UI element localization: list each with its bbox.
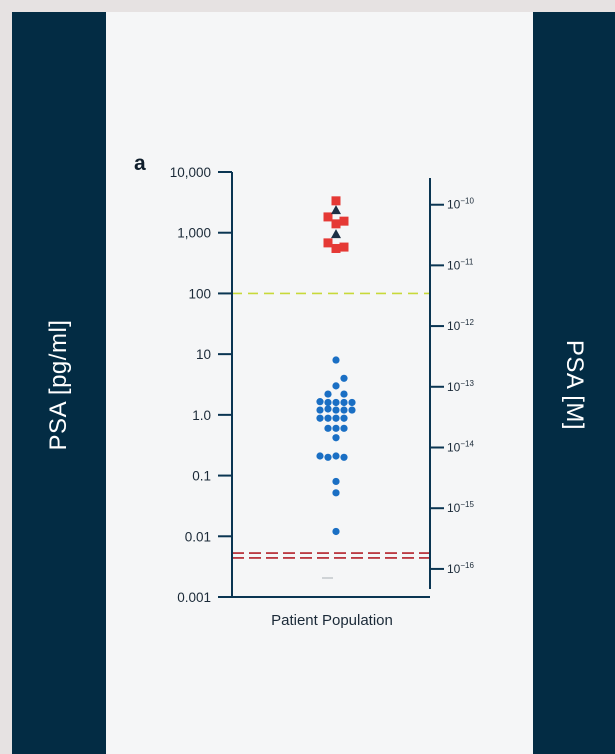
y2-tick-label: 10−15 (447, 500, 474, 515)
data-point-circle (348, 398, 356, 407)
data-point-circle (332, 452, 340, 460)
data-point-circle (332, 434, 340, 442)
y-tick-label: 10,000 (170, 165, 211, 180)
data-point-circle (332, 414, 340, 422)
y2-tick-label: 10−12 (447, 318, 474, 333)
data-point-circle (324, 414, 332, 422)
data-point-square (339, 216, 349, 226)
data-point-triangle (331, 205, 341, 215)
data-point-circle (340, 424, 348, 432)
data-point-circle (332, 382, 340, 390)
data-point-square (323, 212, 333, 222)
data-point-circle (332, 406, 340, 414)
y2-tick-label: 10−16 (447, 561, 474, 576)
data-point-square (331, 196, 341, 206)
data-point-circle (332, 527, 340, 536)
data-point-square (323, 238, 333, 248)
data-point-square (339, 242, 349, 252)
y-tick-label: 10 (196, 347, 211, 362)
y-tick-label: 100 (188, 286, 211, 301)
data-point-circle (332, 398, 340, 407)
data-point-circle (324, 424, 332, 432)
data-point-circle (340, 414, 348, 422)
data-point-circle (324, 453, 332, 461)
y-tick-label: 0.1 (192, 469, 211, 484)
y-tick-label: 1,000 (177, 226, 211, 241)
data-point-circle (316, 452, 324, 460)
y2-tick-label: 10−14 (447, 439, 474, 454)
data-point-circle (340, 390, 348, 398)
data-point-circle (316, 398, 324, 406)
y-tick-label: 0.01 (185, 529, 211, 544)
data-point-circle (340, 398, 348, 407)
data-point-circle (332, 477, 340, 486)
data-point-circle (348, 406, 356, 414)
data-point-circle (316, 414, 324, 422)
y2-tick-label: 10−10 (447, 197, 474, 212)
data-point-circle (324, 398, 332, 407)
x-axis-label: Patient Population (271, 612, 393, 629)
data-point-circle (332, 489, 340, 497)
y2-tick-label: 10−13 (447, 379, 474, 394)
data-point-circle (340, 374, 348, 382)
panel-label: a (134, 152, 146, 175)
right-dark-panel (533, 12, 615, 754)
data-point-circle (324, 405, 332, 413)
y-tick-label: 1.0 (192, 408, 211, 423)
data-point-circle (332, 424, 340, 432)
left-dark-panel (12, 12, 106, 754)
data-point-triangle (331, 229, 341, 239)
data-point-square (331, 219, 341, 229)
y2-tick-label: 10−11 (447, 257, 474, 272)
data-point-circle (316, 406, 324, 414)
data-point-circle (332, 356, 340, 364)
data-point-circle (340, 406, 348, 414)
chart-panel (106, 12, 533, 754)
data-point-square (331, 243, 341, 253)
data-point-circle (340, 453, 348, 461)
data-point-circle (324, 390, 332, 398)
y-tick-label: 0.001 (177, 590, 211, 605)
